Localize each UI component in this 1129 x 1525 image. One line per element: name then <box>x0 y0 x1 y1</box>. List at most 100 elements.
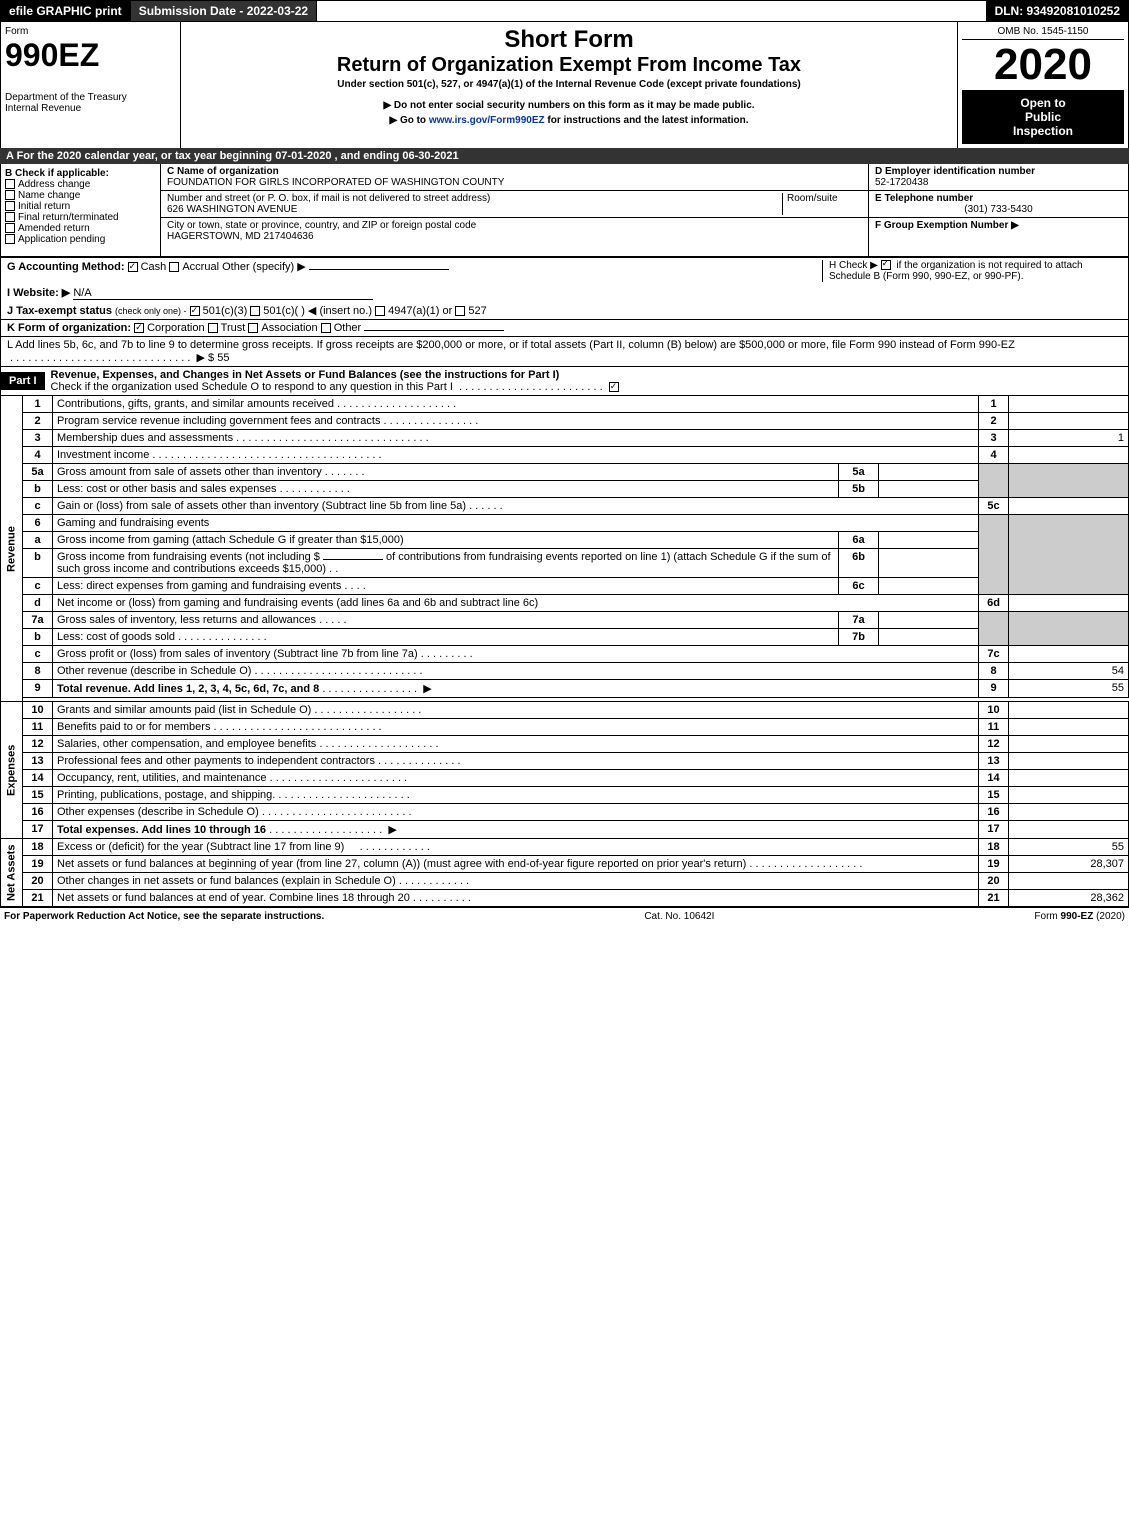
box-c: C Name of organization FOUNDATION FOR GI… <box>161 164 868 256</box>
check-pending[interactable]: Application pending <box>5 234 156 245</box>
check-assoc[interactable] <box>248 323 258 333</box>
line-13: 13Professional fees and other payments t… <box>1 753 1129 770</box>
line-6b: bGross income from fundraising events (n… <box>1 549 1129 578</box>
footer-left: For Paperwork Reduction Act Notice, see … <box>4 911 324 922</box>
goto-prefix: ▶ Go to <box>389 115 428 126</box>
line-19: 19Net assets or fund balances at beginni… <box>1 856 1129 873</box>
box-b: B Check if applicable: Address change Na… <box>1 164 161 256</box>
check-name[interactable]: Name change <box>5 190 156 201</box>
box-i-label: I Website: ▶ <box>7 287 70 299</box>
check-501c3[interactable] <box>190 306 200 316</box>
form-header: Form 990EZ Department of the Treasury In… <box>0 22 1129 148</box>
public: Public <box>968 110 1118 124</box>
check-address[interactable]: Address change <box>5 179 156 190</box>
form-number: 990EZ <box>5 37 176 74</box>
row-l: L Add lines 5b, 6c, and 7b to line 9 to … <box>0 336 1129 366</box>
check-other-org[interactable] <box>321 323 331 333</box>
open-to-public: Open to Public Inspection <box>962 90 1124 144</box>
line-6: 6Gaming and fundraising events <box>1 515 1129 532</box>
row-k: K Form of organization: Corporation Trus… <box>0 319 1129 336</box>
return-title: Return of Organization Exempt From Incom… <box>185 54 953 77</box>
phone-value: (301) 733-5430 <box>875 204 1122 215</box>
check-trust[interactable] <box>208 323 218 333</box>
footer-center: Cat. No. 10642I <box>644 911 714 922</box>
short-form-title: Short Form <box>185 26 953 54</box>
footer: For Paperwork Reduction Act Notice, see … <box>0 907 1129 925</box>
line-16: 16Other expenses (describe in Schedule O… <box>1 804 1129 821</box>
info-grid: B Check if applicable: Address change Na… <box>0 164 1129 257</box>
efile-label: efile GRAPHIC print <box>1 1 131 21</box>
line-6d: dNet income or (loss) from gaming and fu… <box>1 595 1129 612</box>
box-c-label: C Name of organization <box>167 166 862 177</box>
submission-date: Submission Date - 2022-03-22 <box>131 1 317 21</box>
check-cash[interactable] <box>128 262 138 272</box>
note-ssn: ▶ Do not enter social security numbers o… <box>185 100 953 111</box>
box-f-label: F Group Exemption Number ▶ <box>875 220 1122 231</box>
tax-year: 2020 <box>962 40 1124 90</box>
ein-value: 52-1720438 <box>875 177 1122 188</box>
irs-link[interactable]: www.irs.gov/Form990EZ <box>429 115 545 126</box>
box-h-label: H Check ▶ <box>829 260 878 271</box>
revenue-label: Revenue <box>1 396 23 702</box>
box-e-label: E Telephone number <box>875 193 1122 204</box>
box-l-arrow: ▶ $ <box>197 352 215 364</box>
line-7a: 7aGross sales of inventory, less returns… <box>1 612 1129 629</box>
room-label: Room/suite <box>787 193 862 204</box>
check-schedule-o[interactable] <box>609 382 619 392</box>
open-to: Open to <box>968 96 1118 110</box>
check-accrual[interactable] <box>169 262 179 272</box>
line-1: Revenue 1Contributions, gifts, grants, a… <box>1 396 1129 413</box>
line-20: 20Other changes in net assets or fund ba… <box>1 873 1129 890</box>
row-i: I Website: ▶ N/A <box>0 284 1129 302</box>
box-g-label: G Accounting Method: <box>7 261 125 273</box>
line-10: Expenses 10Grants and similar amounts pa… <box>1 702 1129 719</box>
gross-receipts: 55 <box>217 352 229 364</box>
city-label: City or town, state or province, country… <box>167 220 862 231</box>
street-label: Number and street (or P. O. box, if mail… <box>167 193 782 204</box>
box-b-label: B Check if applicable: <box>5 168 156 179</box>
lines-table: Revenue 1Contributions, gifts, grants, a… <box>0 395 1129 907</box>
box-j-label: J Tax-exempt status <box>7 305 112 317</box>
city-value: HAGERSTOWN, MD 217404636 <box>167 231 862 242</box>
part1-header: Part I Revenue, Expenses, and Changes in… <box>0 366 1129 395</box>
check-initial[interactable]: Initial return <box>5 201 156 212</box>
line-14: 14Occupancy, rent, utilities, and mainte… <box>1 770 1129 787</box>
footer-right: Form 990-EZ (2020) <box>1034 911 1125 922</box>
line-7b: bLess: cost of goods sold . . . . . . . … <box>1 629 1129 646</box>
box-k-label: K Form of organization: <box>7 322 131 334</box>
line-18: Net Assets 18Excess or (deficit) for the… <box>1 839 1129 856</box>
line-4: 4Investment income . . . . . . . . . . .… <box>1 447 1129 464</box>
check-final[interactable]: Final return/terminated <box>5 212 156 223</box>
topbar-spacer <box>317 1 986 21</box>
line-3: 3Membership dues and assessments . . . .… <box>1 430 1129 447</box>
part1-check-note: Check if the organization used Schedule … <box>51 381 453 393</box>
goto-suffix: for instructions and the latest informat… <box>545 115 749 126</box>
line-17: 17Total expenses. Add lines 10 through 1… <box>1 821 1129 839</box>
expenses-label: Expenses <box>1 702 23 839</box>
check-h[interactable] <box>881 260 891 270</box>
website-value: N/A <box>73 287 373 300</box>
check-527[interactable] <box>455 306 465 316</box>
netassets-label: Net Assets <box>1 839 23 907</box>
line-12: 12Salaries, other compensation, and empl… <box>1 736 1129 753</box>
line-5c: cGain or (loss) from sale of assets othe… <box>1 498 1129 515</box>
line-11: 11Benefits paid to or for members . . . … <box>1 719 1129 736</box>
dln: DLN: 93492081010252 <box>987 1 1128 21</box>
line-2: 2Program service revenue including gover… <box>1 413 1129 430</box>
box-d-label: D Employer identification number <box>875 166 1122 177</box>
line-6a: aGross income from gaming (attach Schedu… <box>1 532 1129 549</box>
line-9: 9Total revenue. Add lines 1, 2, 3, 4, 5c… <box>1 680 1129 698</box>
box-def: D Employer identification number 52-1720… <box>868 164 1128 256</box>
check-501c[interactable] <box>250 306 260 316</box>
org-name: FOUNDATION FOR GIRLS INCORPORATED OF WAS… <box>167 177 862 188</box>
row-g-h: G Accounting Method: Cash Accrual Other … <box>0 257 1129 284</box>
check-4947[interactable] <box>375 306 385 316</box>
note-goto: ▶ Go to www.irs.gov/Form990EZ for instru… <box>185 115 953 126</box>
check-corp[interactable] <box>134 323 144 333</box>
check-amended[interactable]: Amended return <box>5 223 156 234</box>
box-l-text: L Add lines 5b, 6c, and 7b to line 9 to … <box>7 339 1015 351</box>
irs-label: Internal Revenue <box>5 103 176 114</box>
line-5b: bLess: cost or other basis and sales exp… <box>1 481 1129 498</box>
row-j: J Tax-exempt status (check only one) - 5… <box>0 302 1129 319</box>
omb-number: OMB No. 1545-1150 <box>962 26 1124 40</box>
